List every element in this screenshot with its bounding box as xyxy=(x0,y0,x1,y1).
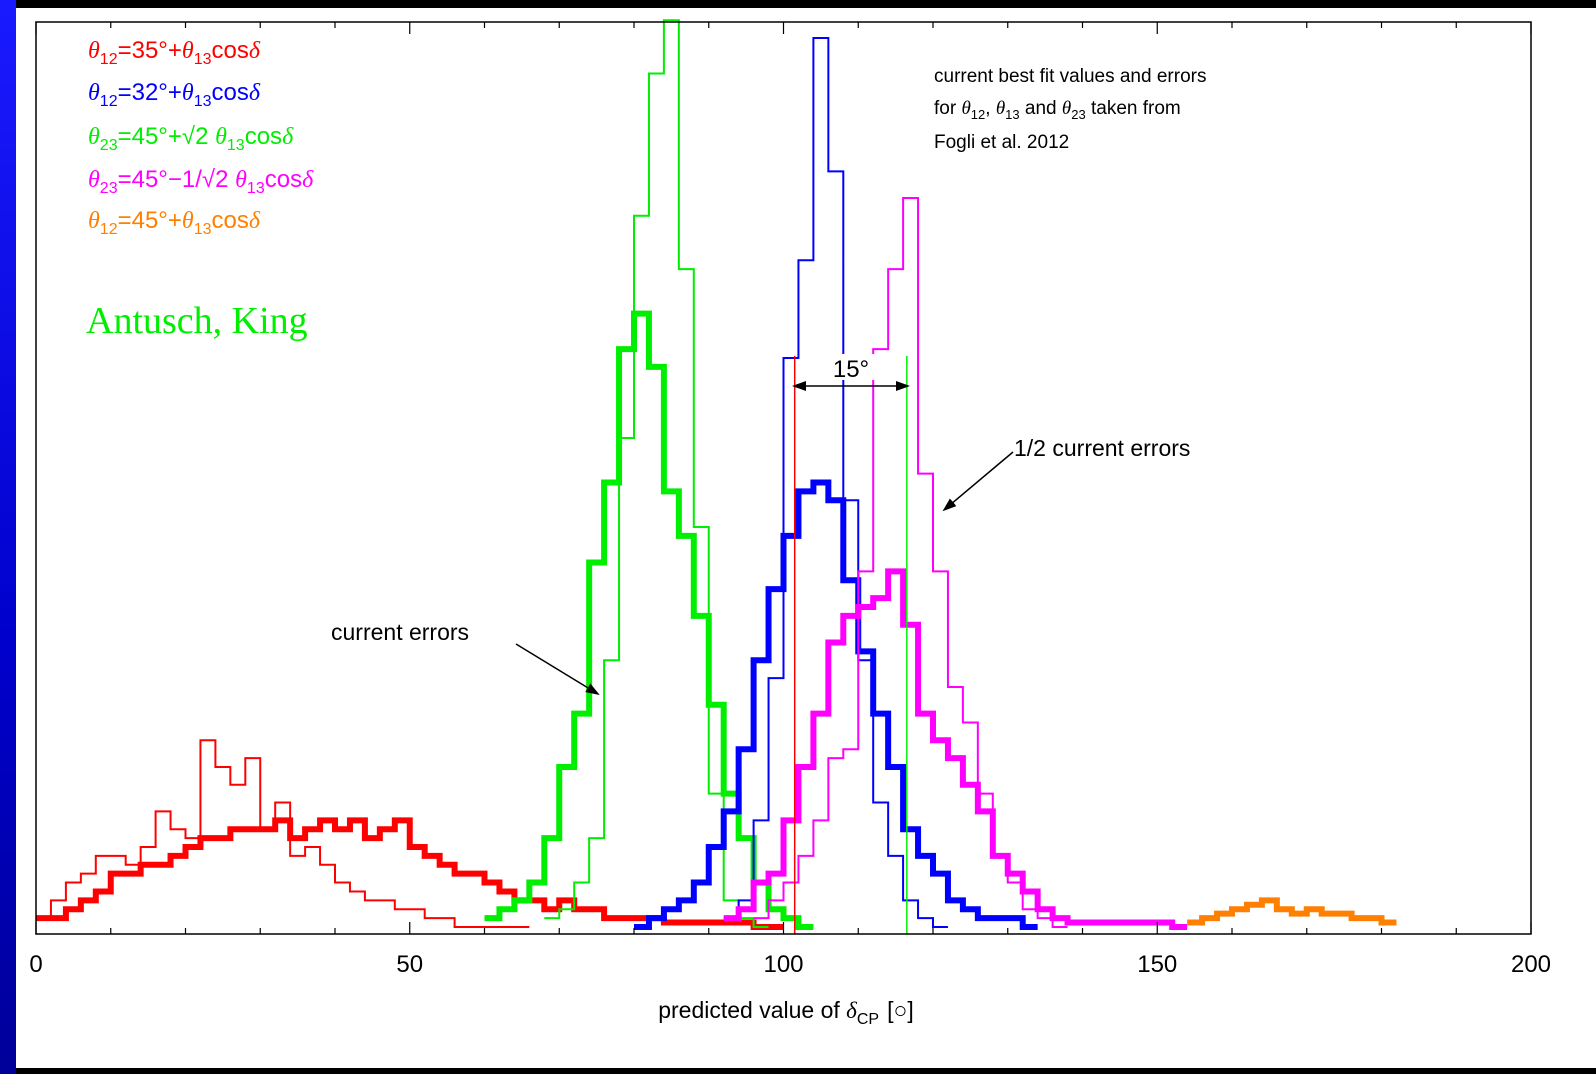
spacing-label-bg xyxy=(822,354,880,380)
legend-entry-3: θ23=45°−1/√2 θ13cosδ xyxy=(88,166,314,197)
arrow-half-errors xyxy=(942,451,1014,512)
note-line-3: Fogli et al. 2012 xyxy=(934,132,1069,153)
histogram-series-4 xyxy=(723,37,948,928)
note-line-1: current best fit values and errors xyxy=(934,66,1206,87)
chart-panel: 0 50 100 150 200 predicted value of δCP [○] θ… xyxy=(16,8,1596,1068)
annotation-half-errors: 1/2 current errors xyxy=(1014,435,1190,461)
legend-entry-1: θ12=32°+θ13cosδ xyxy=(88,79,261,110)
credit-text: Antusch, King xyxy=(86,300,308,342)
histogram-chart: 0 50 100 150 200 predicted value of δCP [○] θ… xyxy=(29,19,1551,1028)
axis-ticks: 0 50 100 150 200 xyxy=(29,22,1551,978)
note-line-2: for θ12, θ13 and θ23 taken from xyxy=(934,98,1181,122)
x-axis-label: predicted value of δCP [○] xyxy=(658,997,914,1028)
histogram-series-3 xyxy=(484,310,814,930)
arrow-current-errors xyxy=(515,643,600,696)
histogram-series-8 xyxy=(1187,897,1397,926)
annotation-15-degree: 15° xyxy=(833,356,869,383)
histogram-series-0 xyxy=(36,739,530,928)
x-tick-label: 150 xyxy=(1137,951,1177,978)
series-layer xyxy=(36,19,1397,930)
vertical-lines-layer xyxy=(793,356,908,934)
histogram-series-7 xyxy=(723,568,1188,930)
legend-entry-2: θ23=45°+√2 θ13cosδ xyxy=(88,123,294,154)
histogram-series-2 xyxy=(544,19,769,928)
legend-entry-4: θ12=45°+θ13cosδ xyxy=(88,207,261,238)
histogram-series-1 xyxy=(36,817,784,930)
histogram-series-6 xyxy=(753,197,1068,928)
x-tick-label: 0 xyxy=(29,951,42,978)
x-tick-label: 100 xyxy=(763,951,803,978)
annotation-current-errors: current errors xyxy=(331,619,469,645)
histogram-series-5 xyxy=(634,479,1038,930)
slide-side-band xyxy=(0,0,16,1074)
x-tick-label: 200 xyxy=(1511,951,1551,978)
x-tick-label: 50 xyxy=(396,951,423,978)
legend: θ12=35°+θ13cosδ θ12=32°+θ13cosδ θ23=45°+√2… xyxy=(88,37,314,238)
legend-entry-0: θ12=35°+θ13cosδ xyxy=(88,37,261,68)
